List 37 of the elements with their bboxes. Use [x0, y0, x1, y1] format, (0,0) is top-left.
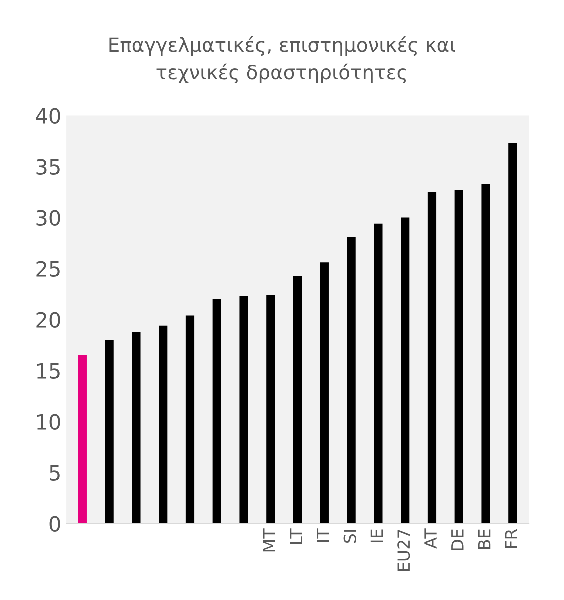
y-tick-label: 0 [50, 516, 60, 532]
bar [401, 218, 410, 524]
x-tick-label: DE [452, 530, 464, 550]
bar [186, 316, 195, 524]
bar [374, 224, 383, 524]
bar [212, 299, 222, 524]
y-tick-label: 20 [36, 312, 60, 328]
bar [347, 237, 356, 524]
bar [293, 276, 302, 524]
bar [105, 340, 114, 524]
x-tick-label: LT [290, 528, 302, 544]
bar [266, 295, 276, 524]
x-tick-label: BE [478, 530, 491, 549]
bar [320, 262, 329, 524]
bar [482, 184, 490, 524]
y-tick-label: 35 [36, 159, 60, 176]
bar [240, 296, 248, 524]
x-tick-label: MT [263, 528, 276, 552]
x-tick-label: SI [344, 530, 356, 544]
x-tick-label: IT [317, 528, 330, 542]
bar [454, 190, 464, 524]
x-tick-label: AT [424, 528, 437, 549]
x-tick-label: EU27 [398, 530, 410, 571]
y-tick-label: 15 [37, 364, 60, 380]
y-tick-label: 25 [36, 261, 60, 278]
y-tick-label: 40 [36, 108, 60, 124]
chart-title: Επαγγελματικές, επιστημονικές και τεχνικές δραστηριότητες [110, 36, 456, 84]
x-tick-label: FR [505, 529, 518, 548]
bar [508, 143, 518, 524]
y-tick-label: 10 [37, 414, 60, 430]
bar [428, 192, 437, 524]
bar [132, 332, 141, 524]
bar [159, 326, 168, 524]
x-tick-label: IE [370, 530, 384, 542]
y-tick-label: 30 [36, 210, 60, 226]
y-tick-label: 5 [50, 466, 60, 482]
bar [78, 356, 87, 524]
